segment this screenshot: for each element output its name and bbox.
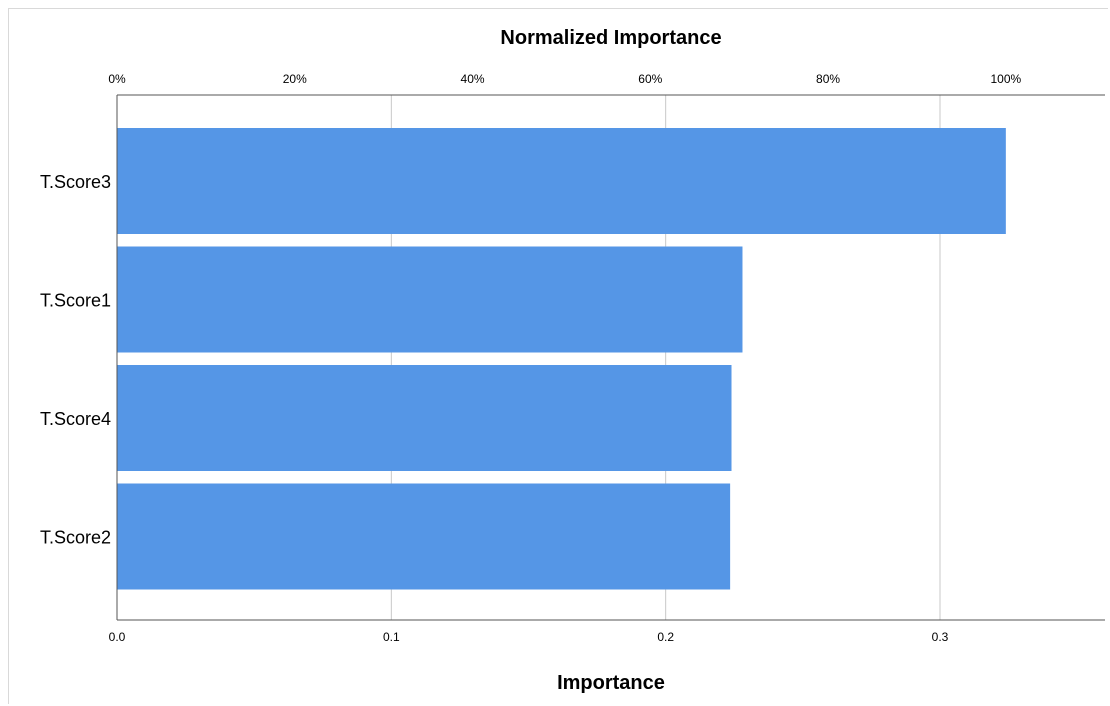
top-tick-label: 80% xyxy=(816,72,840,86)
axes xyxy=(116,94,1105,621)
bar xyxy=(117,128,1006,234)
top-tick-label: 60% xyxy=(638,72,662,86)
chart-frame xyxy=(8,8,1108,704)
top-axis-ticks: 0% 20% 40% 60% 80% 100% xyxy=(108,72,1021,86)
bottom-tick-label: 0.3 xyxy=(932,630,949,644)
category-label: T.Score1 xyxy=(40,291,111,311)
bottom-tick-label: 0.0 xyxy=(109,630,126,644)
bottom-tick-label: 0.1 xyxy=(383,630,400,644)
top-axis-title: Normalized Importance xyxy=(500,27,721,49)
category-label: T.Score3 xyxy=(40,172,111,192)
top-tick-label: 20% xyxy=(283,72,307,86)
bottom-axis-ticks: 0.0 0.1 0.2 0.3 xyxy=(109,630,949,644)
bars xyxy=(117,128,1006,590)
bar xyxy=(117,483,731,590)
bottom-axis-title: Importance xyxy=(557,672,665,694)
category-label: T.Score2 xyxy=(40,528,111,548)
bar xyxy=(117,365,732,471)
top-tick-label: 40% xyxy=(461,72,485,86)
category-label: T.Score4 xyxy=(40,409,111,429)
top-tick-label: 100% xyxy=(990,72,1021,86)
category-labels: T.Score3 T.Score1 T.Score4 T.Score2 xyxy=(40,172,111,548)
top-tick-label: 0% xyxy=(108,72,126,86)
bar xyxy=(117,246,743,353)
bottom-tick-label: 0.2 xyxy=(657,630,674,644)
